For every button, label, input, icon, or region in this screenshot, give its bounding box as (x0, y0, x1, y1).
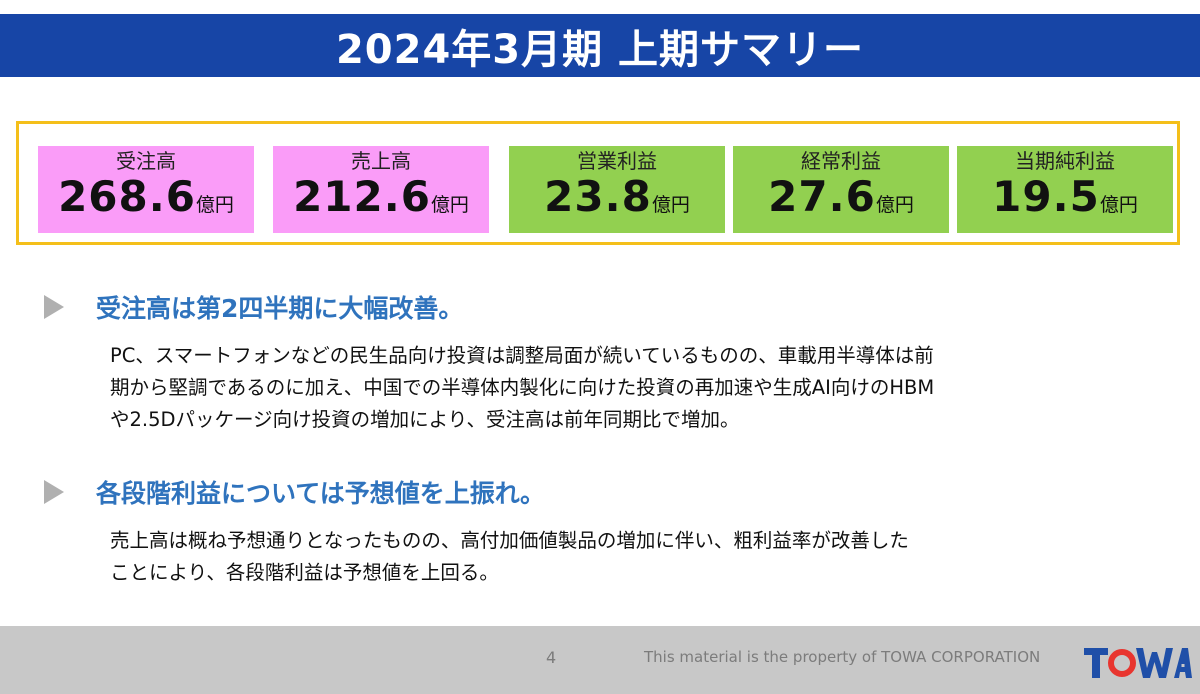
kpi-sales: 売上高 212.6億円 (273, 146, 489, 233)
section-text-line: 売上高は概ね予想通りとなったものの、高付加価値製品の増加に伴い、粗利益率が改善し… (110, 529, 909, 552)
page-number: 4 (546, 648, 557, 667)
section-text-line: PC、スマートフォンなどの民生品向け投資は調整局面が続いているものの、車載用半導… (110, 344, 934, 367)
kpi-value: 23.8 (544, 172, 652, 221)
kpi-value-row: 212.6億円 (273, 174, 489, 229)
kpi-value: 19.5 (992, 172, 1100, 221)
kpi-unit: 億円 (875, 194, 914, 216)
slide-title: 2024年3月期 上期サマリー (335, 26, 865, 73)
kpi-net-income: 当期純利益 19.5億円 (957, 146, 1173, 233)
kpi-label: 当期純利益 (1015, 149, 1115, 173)
kpi-unit: 億円 (1099, 194, 1138, 216)
kpi-unit: 億円 (430, 194, 469, 216)
kpi-operating-profit: 営業利益 23.8億円 (509, 146, 725, 233)
triangle-bullet-icon (44, 480, 64, 504)
kpi-value: 212.6 (293, 172, 431, 221)
kpi-unit: 億円 (195, 194, 234, 216)
title-bar: 2024年3月期 上期サマリー (0, 14, 1200, 77)
kpi-unit: 億円 (651, 194, 690, 216)
kpi-label: 受注高 (116, 149, 176, 173)
kpi-value: 268.6 (58, 172, 196, 221)
kpi-value-row: 19.5億円 (957, 174, 1173, 229)
kpi-value-row: 268.6億円 (38, 174, 254, 229)
kpi-label: 営業利益 (577, 149, 657, 173)
kpi-label: 売上高 (351, 149, 411, 173)
kpi-orders: 受注高 268.6億円 (38, 146, 254, 233)
section-text-line: 期から堅調であるのに加え、中国での半導体内製化に向けた投資の再加速や生成AI向け… (110, 376, 935, 399)
kpi-label: 経常利益 (801, 149, 881, 173)
section-heading: 各段階利益については予想値を上振れ。 (96, 479, 546, 508)
kpi-value: 27.6 (768, 172, 876, 221)
kpi-value-row: 23.8億円 (509, 174, 725, 229)
section-heading: 受注高は第2四半期に大幅改善。 (96, 294, 464, 323)
section-text-line: や2.5Dパッケージ向け投資の増加により、受注高は前年同期比で増加。 (110, 408, 740, 431)
footer: 4 This material is the property of TOWA … (0, 626, 1200, 694)
triangle-bullet-icon (44, 295, 64, 319)
kpi-ordinary-profit: 経常利益 27.6億円 (733, 146, 949, 233)
section-text-line: ことにより、各段階利益は予想値を上回る。 (110, 561, 499, 584)
kpi-value-row: 27.6億円 (733, 174, 949, 229)
copyright-notice: This material is the property of TOWA CO… (644, 648, 1041, 666)
kpi-frame: 受注高 268.6億円 売上高 212.6億円 営業利益 23.8億円 経常利益… (16, 121, 1180, 245)
towa-logo-icon (1084, 648, 1192, 678)
